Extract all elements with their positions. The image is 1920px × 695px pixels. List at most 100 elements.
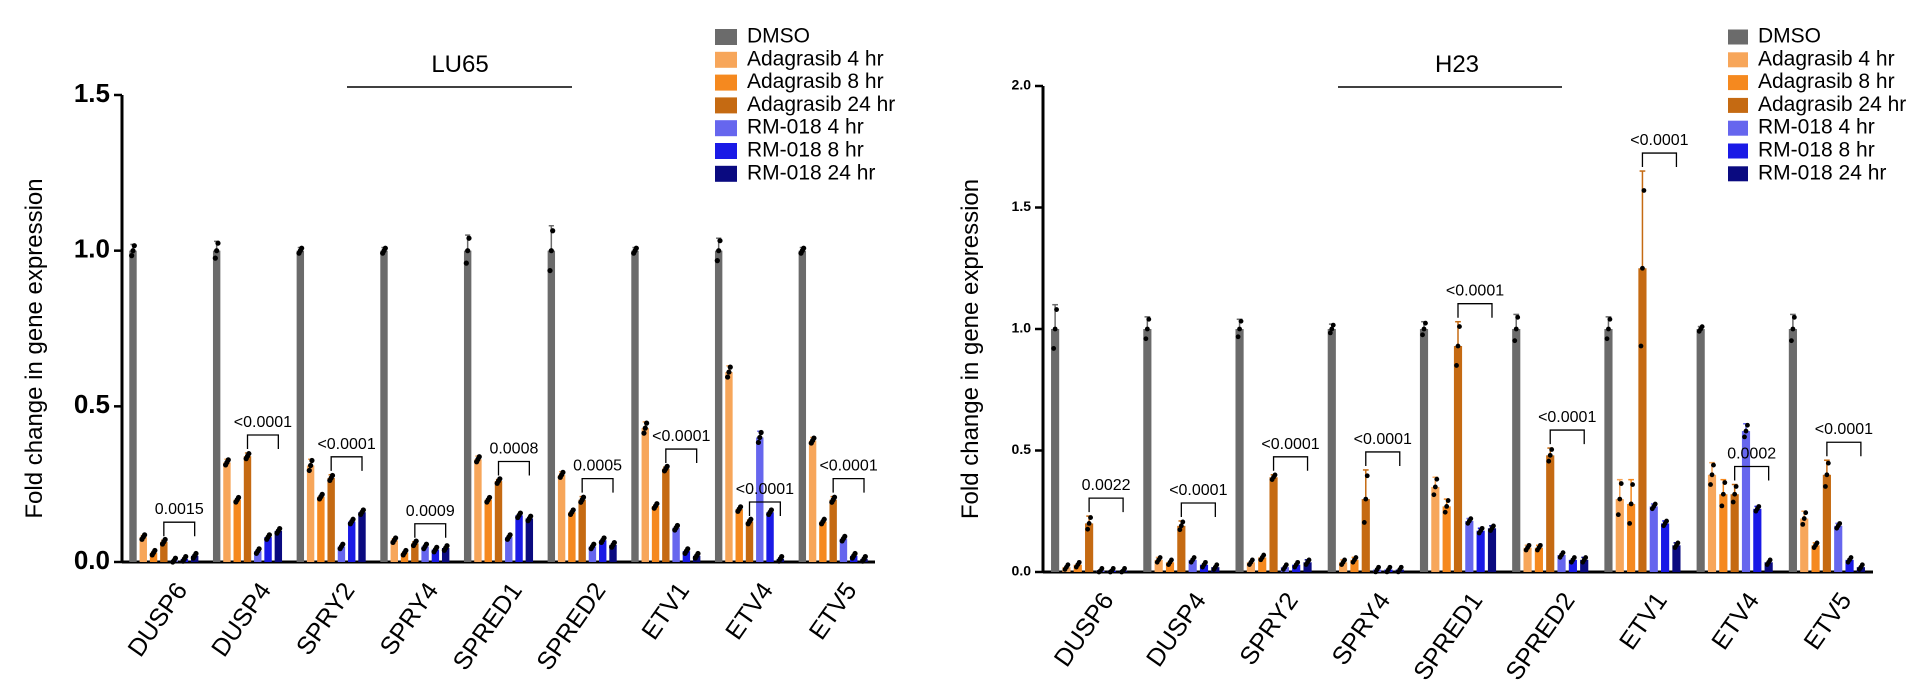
replicate-dot (142, 532, 147, 537)
bar-group-etv1 (631, 246, 701, 562)
bar-etv1-rm-018-8-hr (1661, 523, 1669, 572)
replicate-dot (1515, 315, 1520, 320)
bar-etv4-rm-018-8-hr (766, 512, 773, 562)
bar-spred1-rm-018-4-hr (1465, 521, 1473, 572)
p-value-label: 0.0005 (573, 458, 622, 475)
replicate-dot (1085, 527, 1090, 532)
significance-bracket (499, 461, 530, 475)
legend-swatch-rm-018-4-hr (1728, 121, 1748, 136)
replicate-dot (1443, 510, 1448, 515)
x-tick-label-spred2: SPRED2 (1500, 587, 1580, 685)
bar-etv4-adagrasib-24-hr (1731, 494, 1739, 572)
bar-dusp4-rm-018-24-hr (275, 531, 282, 562)
significance-bracket (1181, 503, 1215, 517)
replicate-dot (1273, 472, 1278, 477)
replicate-dot (193, 551, 198, 556)
replicate-dot (1433, 485, 1438, 490)
chart-title: LU65 (431, 51, 488, 78)
replicate-dot (393, 535, 398, 540)
replicate-dot (601, 535, 606, 540)
significance-etv1: <0.0001 (1630, 132, 1688, 167)
bar-spred1-rm-018-8-hr (1477, 531, 1485, 572)
y-tick-label: 1.5 (74, 78, 110, 108)
bar-etv4-adagrasib-8-hr (736, 509, 743, 562)
replicate-dot (1388, 565, 1393, 570)
bar-spry2-dmso (297, 251, 304, 562)
replicate-dot (299, 246, 304, 251)
legend-label-dmso: DMSO (747, 25, 810, 48)
replicate-dot (1158, 555, 1163, 560)
bar-group-spred1 (1420, 321, 1496, 572)
replicate-dot (1640, 266, 1645, 271)
bar-etv4-adagrasib-24-hr (746, 522, 753, 562)
replicate-dot (1572, 555, 1577, 560)
replicate-dot (1561, 550, 1566, 555)
bar-spred2-adagrasib-24-hr (578, 500, 585, 562)
replicate-dot (549, 248, 554, 253)
significance-spry2: <0.0001 (317, 436, 375, 471)
replicate-dot (1608, 317, 1613, 322)
p-value-label: <0.0001 (819, 458, 877, 475)
p-value-label: <0.0001 (736, 481, 794, 498)
replicate-dot (1239, 319, 1244, 324)
significance-spred2: <0.0001 (1538, 409, 1596, 444)
bar-spry2-adagrasib-8-hr (317, 497, 324, 562)
replicate-dot (1653, 502, 1658, 507)
bar-spry2-adagrasib-24-hr (1269, 477, 1277, 572)
replicate-dot (246, 451, 251, 456)
replicate-dot (267, 532, 272, 537)
significance-dusp6: 0.0015 (155, 501, 204, 536)
replicate-dot (1342, 558, 1347, 563)
replicate-dot (1363, 497, 1368, 502)
p-value-label: <0.0001 (1169, 482, 1227, 499)
legend-swatch-rm-018-8-hr (1728, 144, 1748, 159)
replicate-dot (1527, 543, 1532, 548)
replicate-dot (842, 534, 847, 539)
replicate-dot (1642, 188, 1647, 193)
replicate-dot (1077, 560, 1082, 565)
replicate-dot (277, 526, 282, 531)
replicate-dot (1111, 566, 1116, 571)
replicate-dot (1824, 472, 1829, 477)
replicate-dot (1214, 562, 1219, 567)
legend-label-rm-018-24-hr: RM-018 24 hr (747, 161, 875, 184)
replicate-dot (1802, 516, 1807, 521)
significance-etv4: <0.0001 (736, 481, 794, 516)
replicate-dot (728, 365, 733, 370)
replicate-dot (236, 495, 241, 500)
bar-etv5-adagrasib-24-hr (829, 500, 836, 562)
replicate-dot (1192, 555, 1197, 560)
replicate-dot (1146, 317, 1151, 322)
replicate-dot (1800, 522, 1805, 527)
significance-etv5: <0.0001 (819, 458, 877, 493)
bar-group-etv1 (1604, 171, 1680, 572)
significance-bracket (1735, 467, 1769, 481)
bar-spry4-adagrasib-24-hr (1362, 499, 1370, 572)
bar-dusp4-adagrasib-24-hr (1177, 526, 1185, 572)
significance-etv1: <0.0001 (652, 428, 710, 463)
replicate-dot (1676, 541, 1681, 546)
bar-etv5-adagrasib-4-hr (1800, 519, 1808, 572)
replicate-dot (1823, 484, 1828, 489)
p-value-label: 0.0008 (489, 440, 538, 457)
p-value-label: 0.0002 (1727, 446, 1776, 463)
bar-dusp4-adagrasib-24-hr (244, 456, 251, 562)
replicate-dot (1444, 504, 1449, 509)
bar-etv1-adagrasib-8-hr (1627, 504, 1635, 572)
replicate-dot (1722, 480, 1727, 485)
p-value-label: <0.0001 (1815, 421, 1873, 438)
significance-bracket (1458, 304, 1492, 318)
p-value-label: 0.0009 (406, 503, 455, 520)
replicate-dot (1354, 555, 1359, 560)
replicate-dot (152, 548, 157, 553)
legend-swatch-dmso (1728, 30, 1748, 45)
significance-bracket (1366, 452, 1400, 466)
replicate-dot (1514, 327, 1519, 332)
replicate-dot (1721, 492, 1726, 497)
replicate-dot (1742, 434, 1747, 439)
replicate-dot (665, 464, 670, 469)
significance-bracket (833, 479, 864, 493)
legend-swatch-rm-018-4-hr (715, 120, 737, 136)
replicate-dot (309, 458, 314, 463)
